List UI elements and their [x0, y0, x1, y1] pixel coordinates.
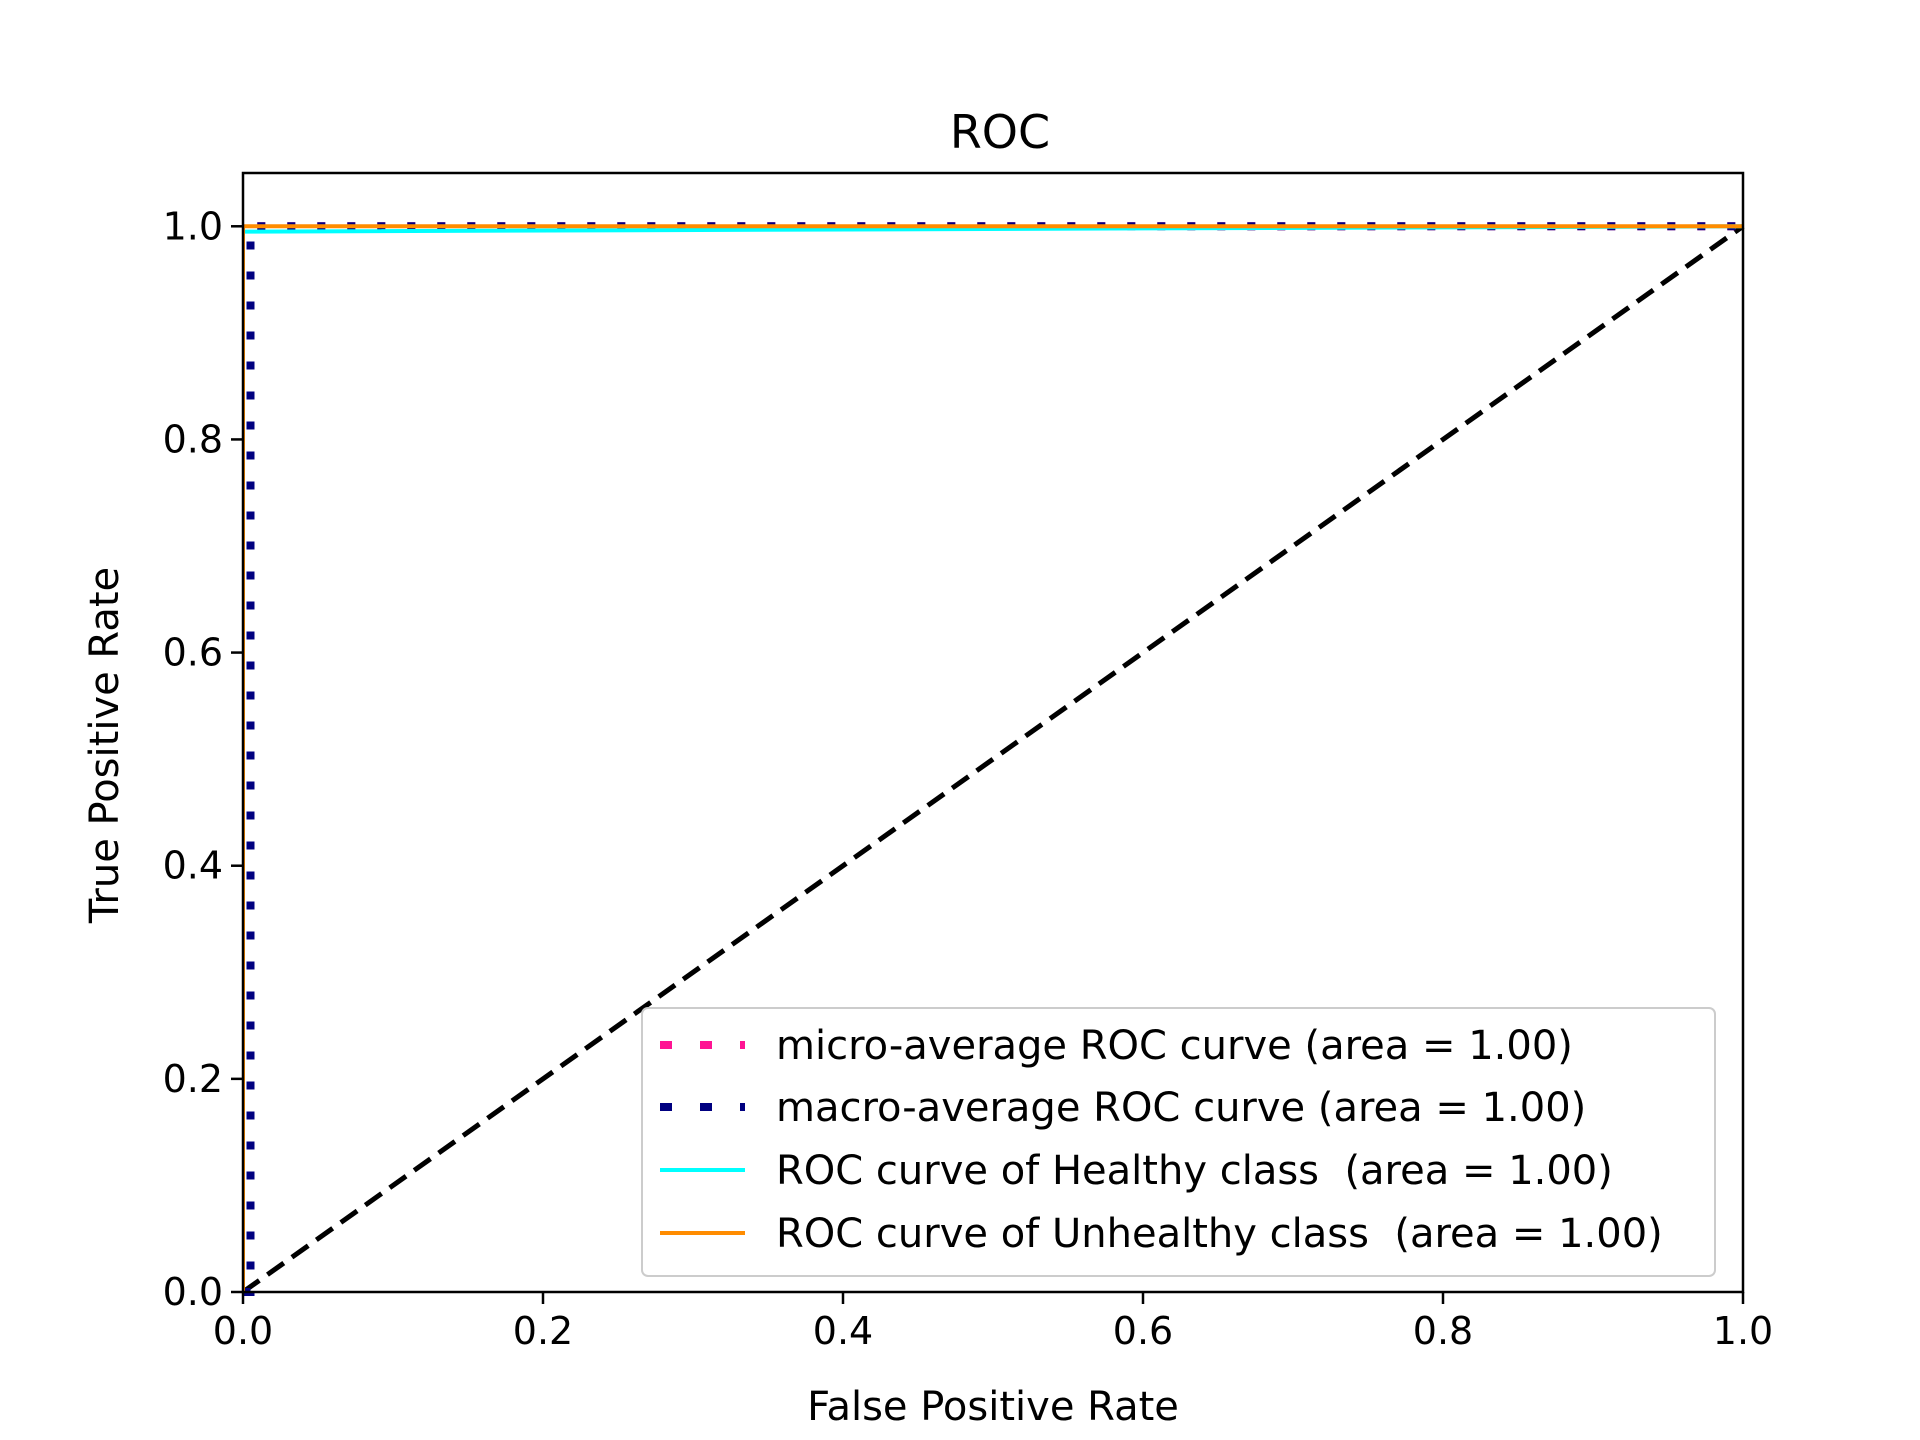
y-tick-label: 0.0: [163, 1270, 223, 1314]
legend-label-2: macro-average ROC curve (area = 1.00): [776, 1085, 1586, 1131]
legend: micro-average ROC curve (area = 1.00) mac…: [641, 1007, 1716, 1277]
x-tick-label: 0.8: [1413, 1309, 1473, 1353]
x-tick-label: 1.0: [1713, 1309, 1773, 1353]
series-line-4: [243, 224, 1743, 1292]
plot-frame: [241, 171, 1745, 1294]
chart-title: ROC: [950, 105, 1050, 159]
legend-label-4: ROC curve of Unhealthy class (area = 1.0…: [776, 1211, 1663, 1257]
y-tick-label: 1.0: [163, 204, 223, 248]
x-tick-label: 0.6: [1113, 1309, 1173, 1353]
y-tick-label: 0.6: [163, 631, 223, 675]
chance-diagonal-line: [243, 224, 1745, 1295]
axes: 0.0 0.2 0.4 0.6 0.8 1.0 0.0 0.2 0.4 0.6 0.8 1.0: [163, 171, 1773, 1353]
y-tick-label: 0.4: [163, 844, 223, 888]
x-tick-label: 0.0: [213, 1309, 273, 1353]
y-tick-label: 0.8: [163, 417, 223, 461]
x-tick-label: 0.4: [813, 1309, 873, 1353]
series-line-3: [243, 224, 1744, 1292]
x-tick-label: 0.2: [513, 1309, 573, 1353]
legend-label-3: ROC curve of Healthy class (area = 1.00): [776, 1148, 1613, 1194]
legend-label-1: micro-average ROC curve (area = 1.00): [776, 1023, 1573, 1069]
legend-box: [641, 1007, 1716, 1277]
x-axis-label: False Positive Rate: [807, 1384, 1179, 1430]
y-axis-label: True Positive Rate: [82, 567, 128, 924]
y-tick-label: 0.2: [163, 1057, 223, 1101]
